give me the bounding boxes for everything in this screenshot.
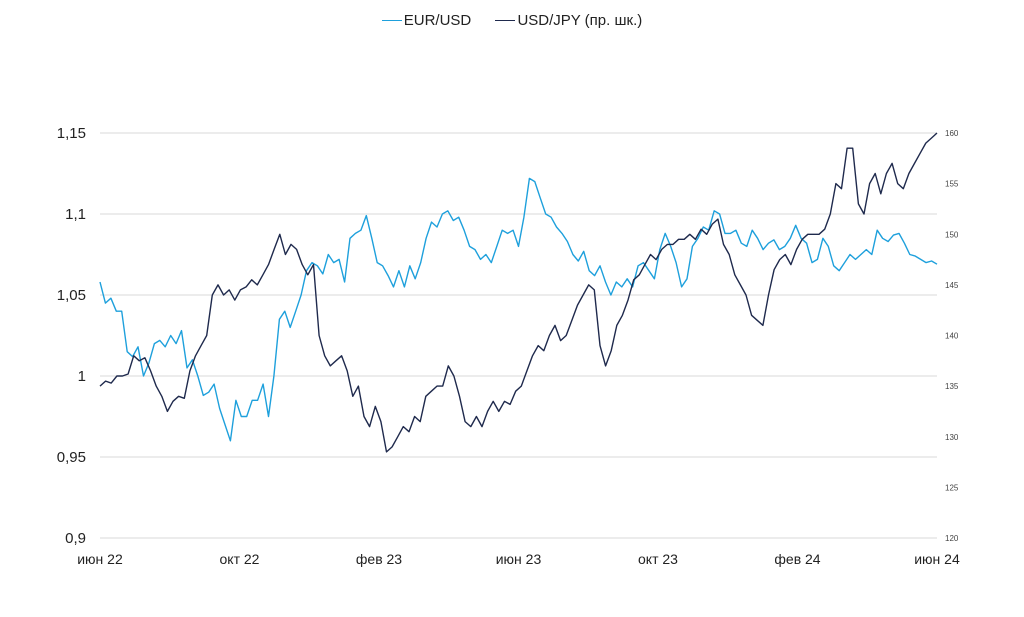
legend-swatch-eurusd — [381, 20, 402, 21]
left-tick-label: 0,9 — [65, 530, 86, 547]
x-tick-label: фев 23 — [356, 551, 402, 567]
legend: EUR/USD USD/JPY (пр. шк.) — [0, 8, 1024, 29]
legend-swatch-usdjpy — [495, 20, 516, 21]
right-tick-label: 140 — [945, 332, 959, 341]
legend-item-eurusd: EUR/USD — [381, 12, 472, 29]
right-tick-label: 160 — [945, 129, 959, 138]
legend-label-eurusd: EUR/USD — [403, 12, 472, 29]
left-tick-label: 0,95 — [57, 449, 86, 466]
left-tick-label: 1,1 — [65, 206, 86, 223]
right-tick-label: 130 — [945, 433, 959, 442]
left-tick-label: 1 — [78, 368, 86, 385]
x-axis-ticks: июн 22 окт 22 фев 23 июн 23 окт 23 фев 24 июн … — [77, 551, 960, 567]
right-tick-label: 145 — [945, 281, 959, 290]
series-lines — [99, 132, 938, 453]
series-line-usdjpy — [99, 132, 938, 453]
right-axis-ticks: 120 125 130 135 140 145 150 155 160 — [945, 129, 959, 543]
x-tick-label: окт 22 — [220, 551, 260, 567]
left-tick-label: 1,15 — [57, 125, 86, 142]
x-tick-label: июн 23 — [496, 551, 542, 567]
x-tick-label: фев 24 — [774, 551, 820, 567]
series-line-eurusd — [99, 177, 938, 442]
left-tick-label: 1,05 — [57, 287, 86, 304]
right-tick-label: 120 — [945, 534, 959, 543]
right-tick-label: 125 — [945, 483, 959, 492]
x-tick-label: июн 22 — [77, 551, 123, 567]
right-tick-label: 155 — [945, 180, 959, 189]
left-axis-ticks: 0,9 0,95 1 1,05 1,1 1,15 — [57, 125, 86, 547]
right-tick-label: 150 — [945, 230, 959, 239]
gridlines — [100, 132, 937, 539]
right-tick-label: 135 — [945, 382, 959, 391]
x-tick-label: окт 23 — [638, 551, 678, 567]
x-tick-label: июн 24 — [914, 551, 960, 567]
legend-label-usdjpy: USD/JPY (пр. шк.) — [517, 12, 643, 29]
legend-item-usdjpy: USD/JPY (пр. шк.) — [495, 12, 642, 29]
